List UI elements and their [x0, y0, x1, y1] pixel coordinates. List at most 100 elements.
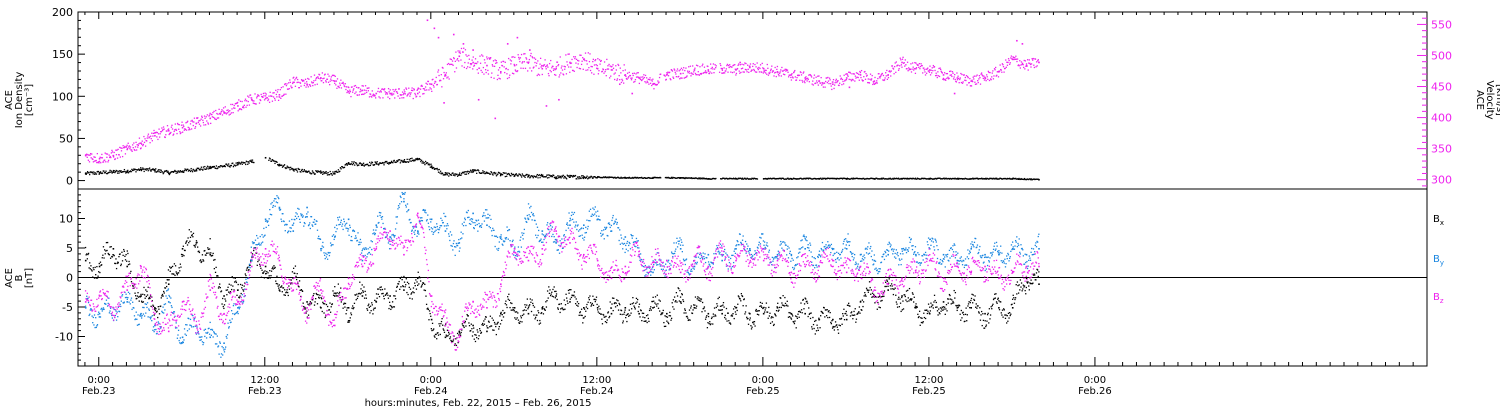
velocity-point: [638, 77, 640, 79]
bx-point: [444, 336, 447, 339]
by-point: [749, 248, 751, 250]
velocity-point: [859, 74, 862, 76]
bx-point: [583, 307, 585, 309]
bx-point: [749, 312, 751, 315]
bx-point: [624, 307, 627, 309]
bz-point: [375, 248, 378, 250]
velocity-point: [901, 61, 903, 64]
bx-point: [804, 312, 806, 315]
bz-point: [181, 301, 184, 303]
velocity-point: [1016, 39, 1018, 42]
b-axis-label: ACE: [4, 268, 15, 288]
bz-point: [389, 230, 391, 232]
bz-point: [264, 248, 267, 250]
magnetic-panel: -10 -5 0 5 10 ACE B [nT] Bx By Bz: [4, 188, 1444, 367]
bx-point: [638, 312, 640, 315]
bz-point: [887, 283, 889, 285]
bx-point: [832, 318, 834, 321]
bz-point: [638, 253, 640, 256]
bz-point: [403, 253, 405, 256]
velocity-point: [458, 55, 461, 58]
velocity-point: [494, 117, 497, 120]
velocity-point: [237, 105, 239, 107]
bz-point: [569, 242, 571, 244]
velocity-tick-label: 500: [1431, 49, 1452, 62]
bx-point: [306, 301, 308, 303]
bx-point: [167, 283, 170, 285]
by-point: [444, 230, 447, 232]
bx-point: [901, 295, 903, 297]
bz-point: [430, 295, 433, 297]
by-point: [320, 248, 322, 250]
by-point: [347, 218, 350, 221]
bx-point: [610, 312, 613, 315]
velocity-axis-label: ACE: [1474, 90, 1485, 110]
velocity-point: [437, 36, 440, 39]
bx-point: [928, 312, 931, 315]
plasma-frame: [77, 11, 1428, 190]
bz-point: [901, 277, 903, 280]
by-point: [333, 236, 336, 238]
velocity-point: [610, 69, 613, 71]
bz-point: [84, 301, 87, 303]
density-axis-label: [cm⁻³]: [24, 84, 35, 116]
time-axis: 0:00Feb.2312:00Feb.230:00Feb.2412:00Feb.…: [82, 12, 1428, 397]
by-point: [361, 259, 364, 262]
velocity-point: [749, 66, 751, 69]
bz-point: [707, 265, 710, 268]
velocity-point: [804, 77, 806, 79]
legend-bx: Bx: [1433, 214, 1444, 227]
bz-point: [776, 259, 779, 262]
bz-point: [209, 289, 212, 291]
bz-point: [610, 277, 613, 280]
bx-point: [278, 289, 281, 291]
time-tick-label: 12:00: [914, 375, 943, 386]
bx-point: [1011, 307, 1014, 309]
velocity-point: [721, 67, 723, 70]
bx-point: [181, 248, 184, 250]
b-axis-label: [nT]: [24, 268, 35, 288]
by-point: [915, 253, 917, 256]
velocity-point: [375, 92, 378, 95]
by-point: [250, 259, 253, 262]
velocity-point: [430, 83, 433, 86]
density-tick-label: 50: [59, 132, 73, 145]
bx-point: [361, 295, 364, 297]
velocity-point: [416, 92, 419, 95]
velocity-point: [181, 126, 184, 129]
velocity-point: [942, 74, 945, 76]
velocity-point: [666, 74, 668, 76]
by-point: [569, 224, 571, 226]
bz-point: [693, 259, 696, 262]
bx-point: [915, 307, 917, 309]
velocity-point: [1021, 43, 1024, 45]
bz-point: [818, 265, 820, 268]
bz-point: [749, 253, 751, 256]
bz-point: [859, 265, 862, 268]
density-point: [209, 167, 212, 169]
bx-point: [998, 307, 1000, 309]
by-point: [818, 253, 820, 256]
bx-point: [555, 295, 557, 297]
series-ion-density: [84, 156, 1040, 181]
by-point: [901, 248, 903, 250]
by-point: [776, 253, 779, 256]
by-point: [1011, 248, 1014, 250]
velocity-point: [506, 43, 509, 45]
velocity-tick-label: 450: [1431, 81, 1452, 94]
by-point: [790, 253, 793, 256]
by-point: [956, 259, 959, 262]
velocity-point: [845, 77, 848, 79]
bz-point: [1025, 265, 1028, 268]
by-point: [499, 236, 502, 238]
bz-point: [721, 253, 723, 256]
velocity-point: [956, 77, 959, 79]
time-tick-label: 0:00: [1084, 375, 1106, 386]
velocity-point: [426, 19, 429, 22]
legend-bz: Bz: [1433, 292, 1444, 305]
bz-point: [347, 277, 350, 280]
velocity-point: [569, 61, 571, 64]
bx-point: [84, 259, 87, 262]
date-tick-label: Feb.24: [414, 386, 448, 397]
density-point: [555, 176, 557, 178]
